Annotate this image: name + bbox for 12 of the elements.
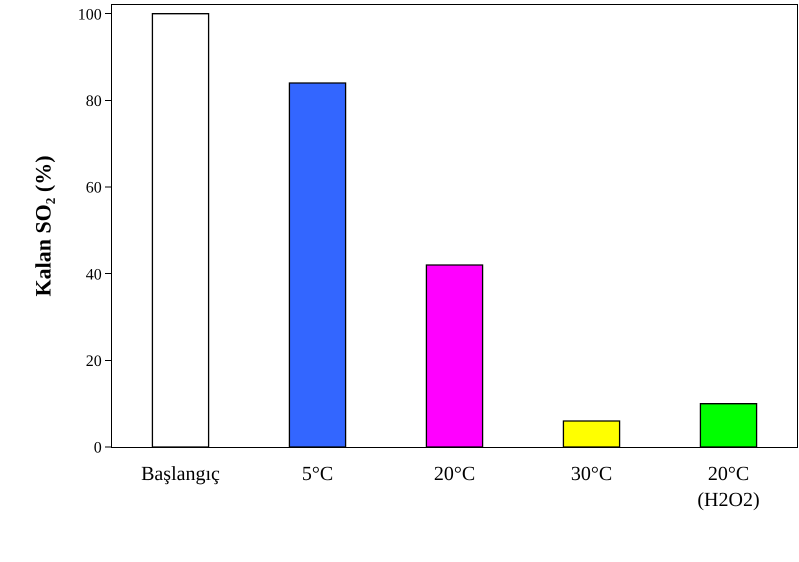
y-tick-label: 40: [86, 266, 102, 284]
x-tick-label: 20°C: [434, 463, 476, 485]
y-tick-label: 20: [86, 352, 102, 370]
y-tick-label: 60: [86, 180, 102, 197]
y-tick-label: 100: [78, 6, 102, 24]
y-tick-label: 80: [86, 92, 102, 110]
y-tick-label: 0: [94, 440, 102, 457]
x-tick-label: Başlangıç: [141, 463, 220, 485]
x-tick-label: 20°C (H2O2): [697, 463, 760, 511]
y-axis-title: Kalan SO₂ (%): [30, 155, 56, 297]
x-tick-label: 30°C: [570, 463, 612, 485]
x-tick-label: 5°C: [302, 463, 334, 485]
